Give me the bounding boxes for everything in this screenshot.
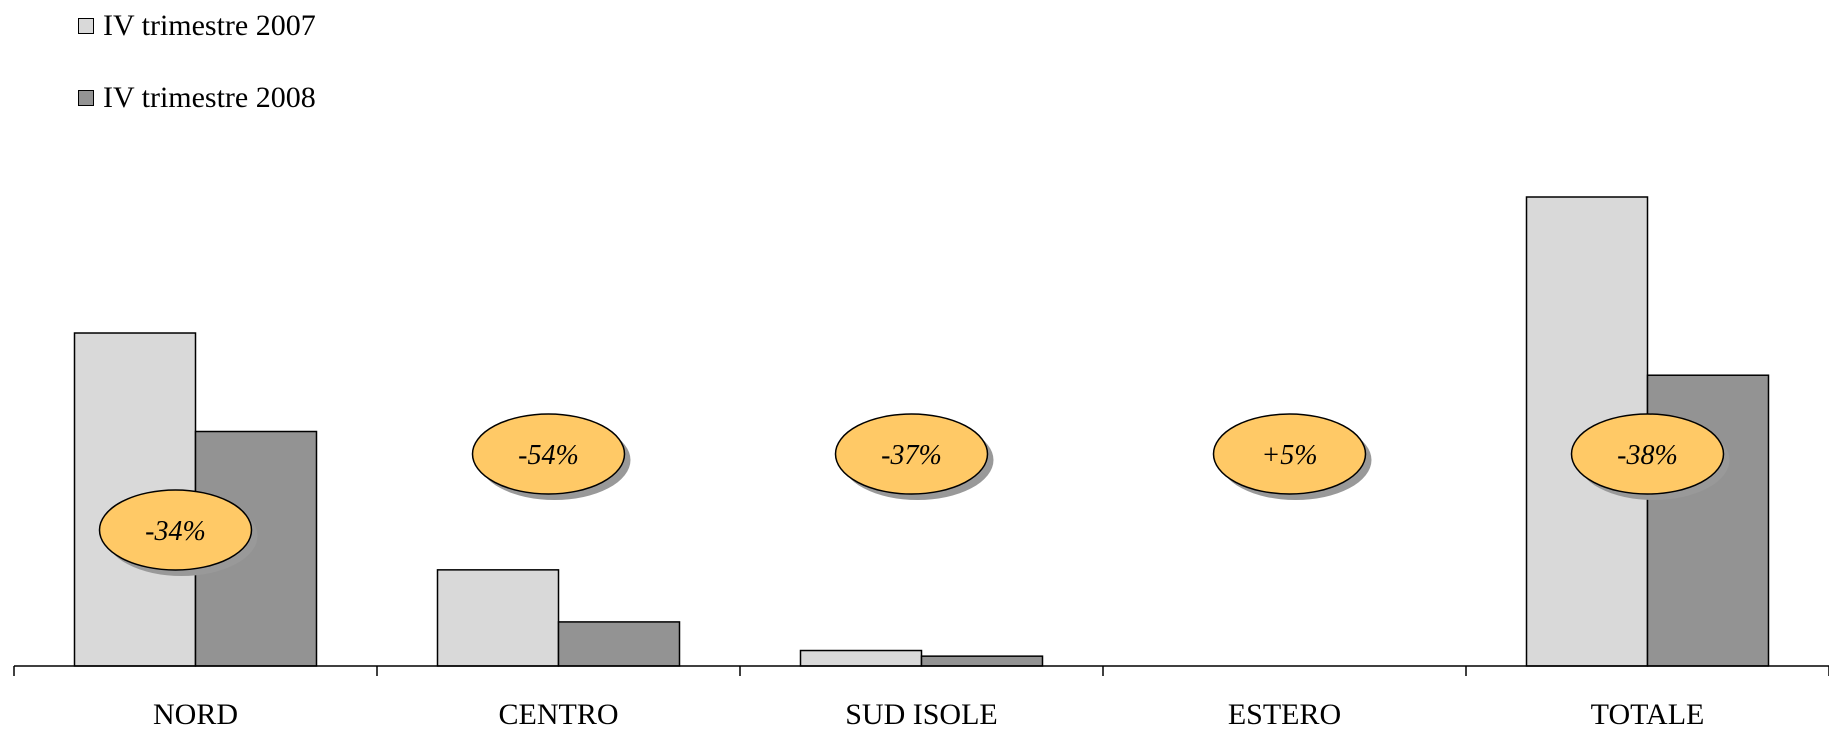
bar-2007-1 [436,569,560,667]
legend-item-2007: IV trimestre 2007 [78,6,316,46]
legend-label-2007: IV trimestre 2007 [103,9,316,42]
x-tick-label: CENTRO [499,698,619,727]
change-bubble: -34% [98,489,258,576]
change-bubble: -54% [471,413,631,500]
change-label: +5% [1261,440,1317,471]
change-bubble: -37% [834,413,994,500]
bar-2007-2 [799,649,923,667]
legend-item-2008: IV trimestre 2008 [78,78,316,118]
change-annotations: -34% -54% -37% +5% -38% [98,413,1730,576]
x-tick-labels: NORD CENTRO SUD ISOLE ESTERO TOTALE [153,698,1705,731]
change-label: -37% [881,440,942,471]
change-bubble-shape [471,413,626,495]
legend: IV trimestre 2007 IV trimestre 2008 [78,6,316,150]
bar-2008-1 [557,621,681,667]
x-tick-label: TOTALE [1591,698,1705,727]
x-tick-label: SUD ISOLE [845,698,998,727]
change-bubble-shape [834,413,989,495]
change-bubble: +5% [1212,413,1372,500]
change-bubble-shape [98,489,253,571]
change-bubble-shape [1212,413,1367,495]
legend-label-2008: IV trimestre 2008 [103,81,316,114]
change-label: -38% [1617,440,1678,471]
change-label: -54% [518,440,579,471]
legend-swatch-2007 [78,18,94,34]
x-tick-label: NORD [153,698,238,727]
x-axis [13,665,1829,676]
x-tick-label: ESTERO [1228,698,1341,727]
change-bubble-shape [1570,413,1725,495]
legend-swatch-2008 [78,90,94,106]
change-bubble: -38% [1570,413,1730,500]
change-label: -34% [145,516,206,547]
bar-2008-2 [920,655,1044,667]
